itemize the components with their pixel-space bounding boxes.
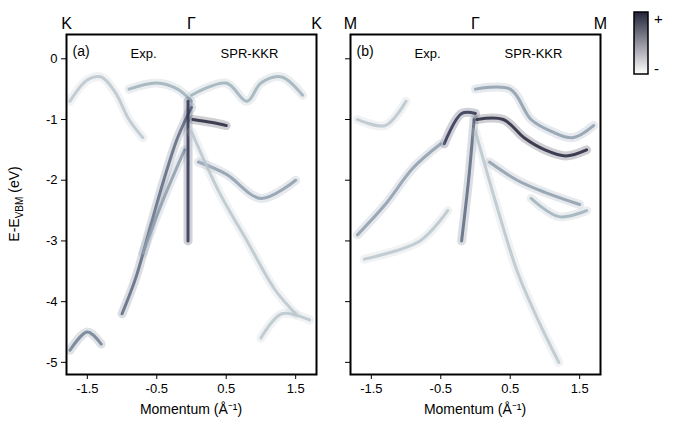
svg-text:SPR-KKR: SPR-KKR [221, 46, 279, 61]
svg-text:-5: -5 [46, 355, 58, 370]
svg-text:-0.5: -0.5 [146, 381, 168, 396]
svg-text:Exp.: Exp. [414, 46, 440, 61]
svg-text:K: K [61, 15, 72, 32]
svg-text:-0.5: -0.5 [430, 381, 452, 396]
svg-text:-4: -4 [46, 294, 58, 309]
svg-text:Exp.: Exp. [130, 46, 156, 61]
svg-text:Momentum (Å⁻¹): Momentum (Å⁻¹) [424, 401, 526, 417]
svg-text:-2: -2 [46, 172, 58, 187]
svg-text:M: M [344, 15, 357, 32]
svg-text:1.5: 1.5 [571, 381, 589, 396]
svg-text:K: K [311, 15, 322, 32]
svg-text:Γ: Γ [471, 15, 480, 32]
svg-text:M: M [594, 15, 607, 32]
svg-text:-1.5: -1.5 [76, 381, 98, 396]
svg-text:Γ: Γ [187, 15, 196, 32]
svg-text:Momentum (Å⁻¹): Momentum (Å⁻¹) [140, 401, 242, 417]
svg-text:SPR-KKR: SPR-KKR [505, 46, 563, 61]
svg-text:-1.5: -1.5 [360, 381, 382, 396]
svg-text:0.5: 0.5 [217, 381, 235, 396]
svg-text:(b): (b) [357, 43, 374, 59]
svg-text:(a): (a) [73, 43, 90, 59]
svg-text:0: 0 [50, 51, 57, 66]
svg-text:-: - [654, 60, 659, 77]
svg-text:0.5: 0.5 [501, 381, 519, 396]
svg-text:E-EVBM (eV): E-EVBM (eV) [6, 166, 25, 241]
svg-text:+: + [654, 10, 663, 27]
svg-text:-1: -1 [46, 112, 58, 127]
svg-text:1.5: 1.5 [287, 381, 305, 396]
svg-text:-3: -3 [46, 233, 58, 248]
